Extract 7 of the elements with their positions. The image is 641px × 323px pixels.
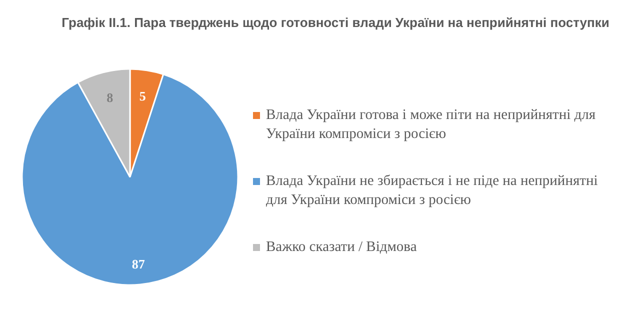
legend-label: Влада України готова і може піти на неприйнятні для України компроміси з росією [266, 106, 597, 144]
chart-title: Графік ІІ.1. Пара тверджень щодо готовності влади України на неприйнятні поступки [60, 15, 610, 30]
legend-label: Важко сказати / Відмова [266, 238, 417, 257]
data-label: 8 [106, 90, 114, 105]
data-label: 5 [139, 88, 146, 104]
legend-label: Влада України не збирається і не піде на неприйнятні для України компроміси з росією [266, 172, 598, 210]
data-label: 87 [132, 256, 146, 272]
